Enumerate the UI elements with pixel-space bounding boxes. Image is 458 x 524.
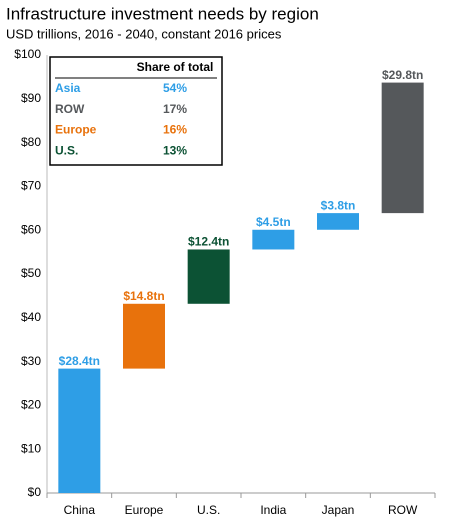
chart-subtitle: USD trillions, 2016 - 2040, constant 201… <box>6 26 282 41</box>
value-label: $3.8tn <box>321 198 356 212</box>
value-label: $28.4tn <box>59 354 100 368</box>
y-tick-label: $100 <box>14 47 41 61</box>
share-row-value: 54% <box>163 81 187 95</box>
bar <box>317 213 359 230</box>
share-row-value: 13% <box>163 143 187 157</box>
share-row-label: ROW <box>55 102 85 116</box>
bar <box>187 249 230 304</box>
x-tick-label: Japan <box>322 503 355 517</box>
share-row-label: Europe <box>55 123 97 137</box>
y-tick-label: $70 <box>21 179 41 193</box>
y-tick-label: $20 <box>21 398 41 412</box>
y-tick-label: $10 <box>21 441 41 455</box>
share-row-label: U.S. <box>55 143 78 157</box>
bar <box>252 229 295 250</box>
x-tick-label: India <box>260 503 286 517</box>
value-label: $12.4tn <box>188 235 229 249</box>
bar <box>58 368 101 493</box>
y-tick-label: $60 <box>21 222 41 236</box>
y-tick-label: $0 <box>28 485 42 499</box>
y-tick-label: $50 <box>21 266 41 280</box>
x-tick-label: U.S. <box>197 503 220 517</box>
bar <box>123 303 165 369</box>
share-table-header: Share of total <box>137 60 214 74</box>
y-tick-label: $90 <box>21 91 41 105</box>
y-tick-label: $40 <box>21 310 41 324</box>
y-tick-label: $80 <box>21 135 41 149</box>
chart-title: Infrastructure investment needs by regio… <box>6 4 319 23</box>
value-label: $29.8tn <box>382 68 423 82</box>
share-row-value: 16% <box>163 123 187 137</box>
share-row-label: Asia <box>55 81 81 95</box>
x-tick-label: China <box>64 503 96 517</box>
x-tick-label: ROW <box>388 503 418 517</box>
bar <box>381 82 424 214</box>
value-label: $4.5tn <box>256 215 291 229</box>
share-row-value: 17% <box>163 102 187 116</box>
share-table-box <box>49 56 223 166</box>
x-tick-label: Europe <box>125 503 164 517</box>
value-label: $14.8tn <box>123 289 164 303</box>
y-tick-label: $30 <box>21 354 41 368</box>
